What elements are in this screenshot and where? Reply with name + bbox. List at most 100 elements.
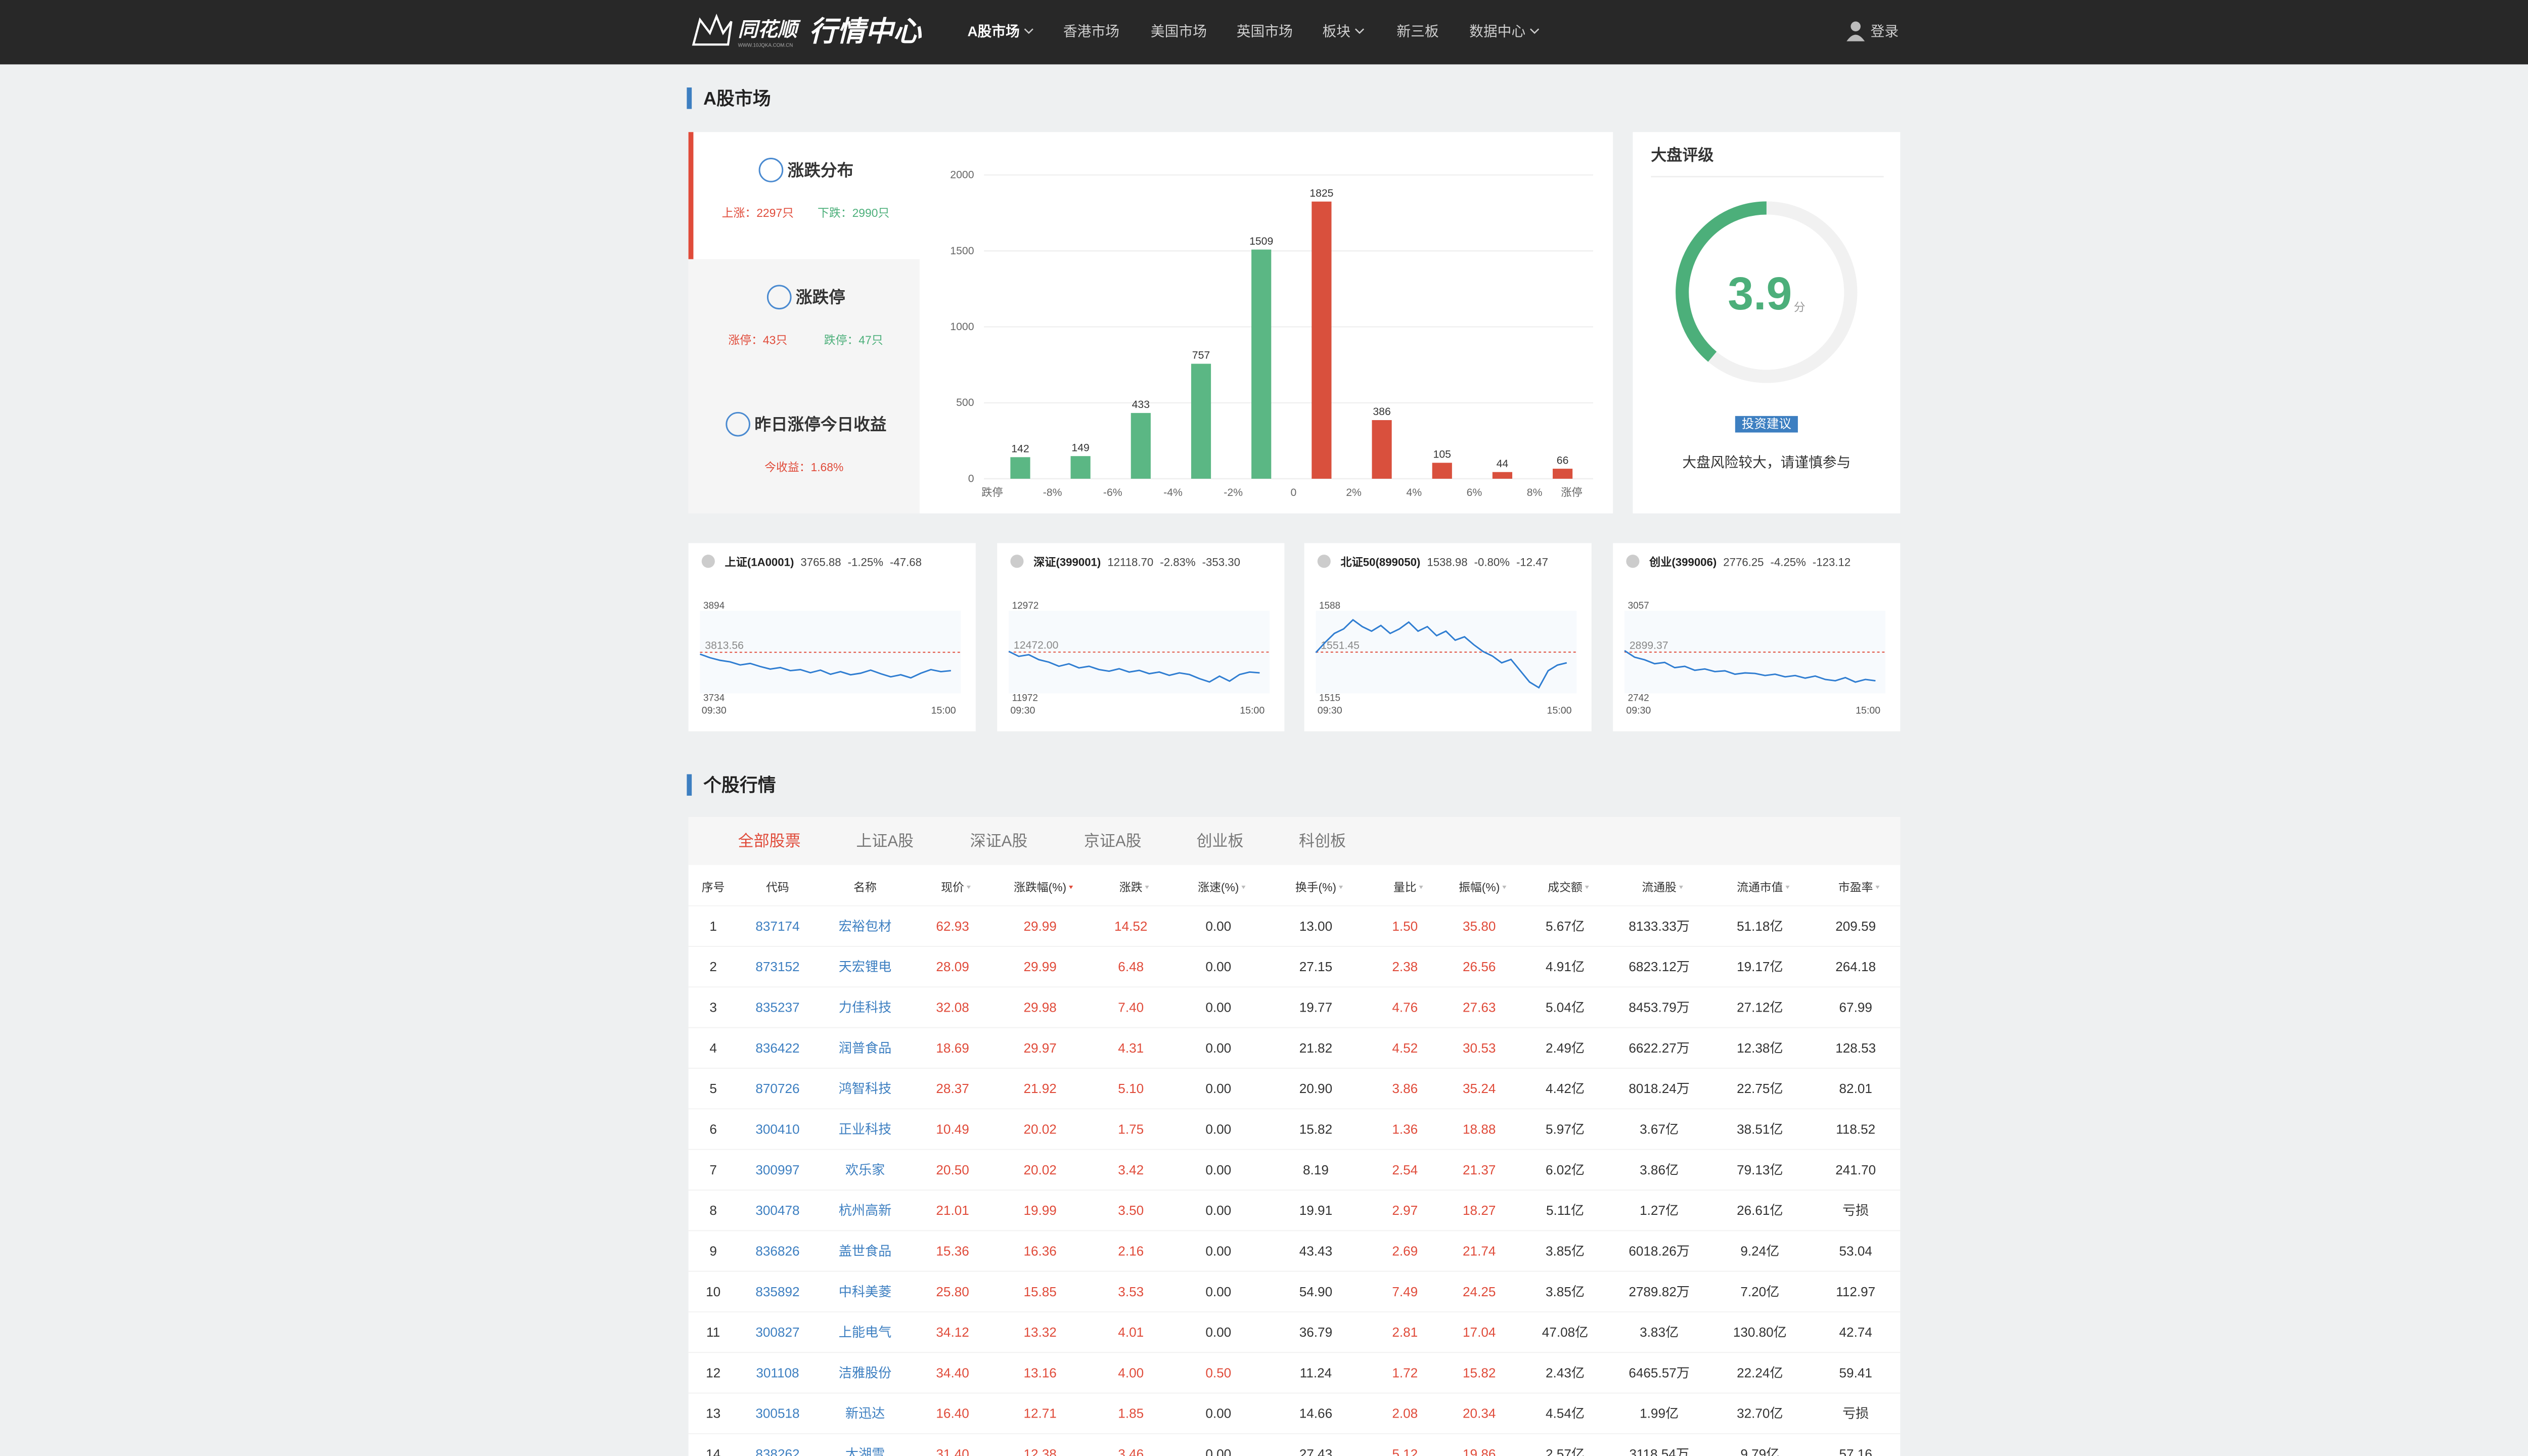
cell[interactable]: 301108 [756,1365,799,1380]
cell[interactable]: 300518 [755,1406,799,1421]
index-price: 3765.88 [800,556,841,568]
cell: 22.24亿 [1737,1365,1783,1380]
y-tick-label: 0 [968,473,974,484]
cell: 9.79亿 [1740,1446,1779,1456]
cell[interactable]: 300478 [755,1203,799,1218]
stat-title[interactable]: 涨跌分布 [788,161,854,179]
cell[interactable]: 太湖雪 [845,1446,885,1456]
cell[interactable]: 300997 [755,1162,799,1177]
cell: 21.82 [1299,1040,1332,1056]
cell: 22.75亿 [1737,1081,1783,1096]
user-icon [1850,21,1861,32]
cell[interactable]: 宏裕包材 [839,919,891,934]
cell: 128.53 [1835,1040,1876,1056]
nav-item[interactable]: 数据中心 [1469,24,1525,39]
cell[interactable]: 中科美菱 [839,1284,891,1299]
cell: 0.00 [1205,1040,1231,1056]
y-tick-label: 2742 [1628,693,1649,704]
cell: 5.97亿 [1546,1121,1585,1136]
cell: 16.36 [1023,1243,1056,1258]
cell: 13.16 [1023,1365,1056,1380]
cell[interactable]: 835892 [755,1284,799,1299]
column-header[interactable]: 涨跌幅(%) [1014,881,1066,894]
login[interactable]: 登录 [1871,24,1899,39]
cell[interactable]: 杭州高新 [839,1203,891,1218]
nav-item[interactable]: A股市场 [967,24,1019,39]
column-header[interactable]: 流通股 [1642,881,1677,894]
cell: 6622.27万 [1629,1040,1690,1056]
cell: 5.04亿 [1546,999,1585,1015]
tab[interactable]: 科创板 [1299,832,1346,850]
cell: 18.27 [1463,1203,1496,1218]
cell[interactable]: 新迅达 [845,1406,885,1421]
nav-item[interactable]: 新三板 [1396,24,1438,39]
bar-value: 386 [1373,406,1390,418]
cell: 130.80亿 [1733,1325,1787,1340]
cell[interactable]: 正业科技 [839,1121,891,1136]
x-tick-label: 跌停 [981,486,1003,498]
column-header[interactable]: 换手(%) [1295,881,1336,894]
cell: 3.86亿 [1640,1162,1679,1177]
nav-item[interactable]: 美国市场 [1151,24,1207,39]
stat-title[interactable]: 涨跌停 [796,288,845,306]
cell[interactable]: 836826 [755,1243,799,1258]
bar [1432,463,1452,479]
cell[interactable]: 鸿智科技 [839,1081,891,1096]
cell[interactable]: 天宏锂电 [839,959,891,974]
column-header[interactable]: 现价 [941,881,964,894]
cell: 2.49亿 [1546,1040,1585,1056]
cell[interactable]: 870726 [755,1081,799,1096]
cell[interactable]: 润普食品 [839,1040,891,1056]
cell[interactable]: 300827 [755,1325,799,1340]
bar-value: 149 [1071,442,1089,453]
y-tick-label: 11972 [1012,693,1038,704]
tab[interactable]: 上证A股 [856,832,914,850]
nav-item[interactable]: 英国市场 [1237,24,1293,39]
cell[interactable]: 力佳科技 [839,999,891,1015]
cell: 38.51亿 [1737,1121,1783,1136]
cell[interactable]: 盖世食品 [839,1243,891,1258]
sort-arrow [1585,885,1589,889]
cell: 28.09 [936,959,969,974]
column-header[interactable]: 量比 [1393,881,1417,894]
cell: 12.71 [1023,1406,1056,1421]
cell: 27.43 [1299,1446,1332,1456]
cell[interactable]: 838262 [755,1446,799,1456]
column-header[interactable]: 振幅(%) [1459,881,1500,894]
cell: 29.98 [1023,999,1056,1015]
cell[interactable]: 873152 [755,959,799,974]
x-tick-label: 15:00 [931,705,956,716]
column-header[interactable]: 流通市值 [1737,881,1783,894]
cell: 12.38 [1023,1446,1056,1456]
cell[interactable]: 欢乐家 [845,1162,885,1177]
x-tick-label: -2% [1224,487,1243,498]
stat-title[interactable]: 昨日涨停今日收益 [754,415,886,434]
cell: 3 [709,999,717,1015]
cell[interactable]: 上能电气 [839,1325,891,1340]
y-tick-label: 2000 [950,169,974,181]
stat-active-marker [688,132,694,259]
tab[interactable]: 创业板 [1197,832,1244,850]
tab[interactable]: 深证A股 [970,832,1028,850]
tab[interactable]: 京证A股 [1084,832,1142,850]
column-header[interactable]: 成交额 [1548,881,1583,894]
cell[interactable]: 洁雅股份 [839,1365,891,1380]
nav-item[interactable]: 板块 [1323,24,1351,39]
cell: 51.18亿 [1737,919,1783,934]
nav-item[interactable]: 香港市场 [1063,24,1119,39]
tab[interactable]: 全部股票 [738,832,801,850]
cell[interactable]: 835237 [755,999,799,1015]
column-header[interactable]: 涨速(%) [1198,881,1239,894]
column-header: 名称 [853,881,877,894]
cell: 2 [709,959,717,974]
cell: 15.82 [1299,1121,1332,1136]
index-pct: -2.83% [1160,556,1195,568]
x-tick-label: 09:30 [1010,705,1035,716]
cell[interactable]: 837174 [755,919,799,934]
column-header[interactable]: 市盈率 [1838,881,1873,894]
cell: 16.40 [936,1406,969,1421]
cell[interactable]: 836422 [755,1040,799,1056]
column-header[interactable]: 涨跌 [1119,881,1143,894]
cell[interactable]: 300410 [755,1121,799,1136]
